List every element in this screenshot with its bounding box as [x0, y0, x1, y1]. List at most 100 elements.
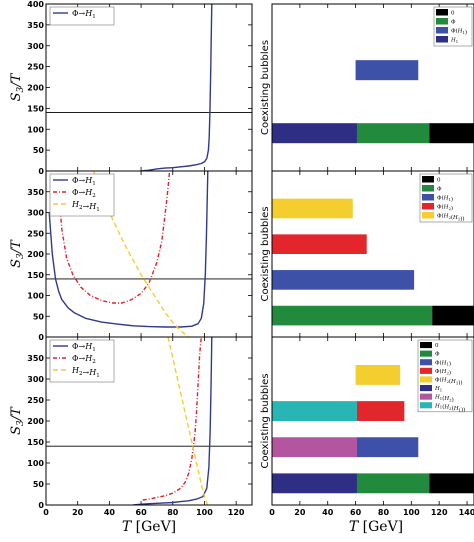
y-tick-label: 250 [27, 396, 44, 405]
y-tick-label: 50 [33, 480, 45, 489]
plot-frame [45, 336, 253, 506]
bar-segment [355, 365, 401, 385]
x-tick-label: 40 [322, 508, 334, 517]
legend: 0 Φ Φ(H1)Φ(H2)Φ(H2(H1)) [419, 173, 473, 223]
bar-segment [272, 401, 357, 421]
y-tick-label: 300 [27, 209, 44, 218]
legend-box [49, 6, 115, 26]
y-tick-label: 350 [27, 21, 44, 30]
y-tick-label: 200 [27, 417, 44, 426]
legend-label: H2→H1 [71, 200, 100, 213]
legend-label: H1(H2(H1)) [434, 403, 465, 413]
y-tick-label: 250 [27, 229, 44, 238]
series-line-1 [141, 4, 213, 171]
legend-swatch [422, 185, 434, 192]
bar-segment [272, 234, 367, 254]
x-tick-label: 80 [167, 508, 179, 517]
legend-label: H1 [450, 38, 458, 44]
legend-label: Φ [451, 20, 456, 26]
legend-swatch [422, 203, 434, 210]
bubble-panel-2: Coexisting bubbles 0 Φ Φ(H1)Φ(H2)Φ(H2(H1)) [260, 170, 474, 338]
legend-swatch [420, 385, 432, 392]
legend-swatch [422, 194, 434, 201]
legend-label: Φ→H2 [72, 188, 96, 199]
y-tick-label: 300 [27, 375, 44, 384]
legend-swatch [436, 18, 448, 25]
x-tick-label: 40 [104, 508, 116, 517]
x-tick-label: 120 [431, 508, 448, 517]
legend-swatch [422, 176, 434, 183]
y-tick-label: 150 [27, 438, 44, 447]
bar-segment [356, 123, 430, 144]
legend-label: Φ [435, 352, 440, 358]
bar-segment [272, 198, 353, 219]
legend-swatch [422, 212, 434, 219]
bar-segment [272, 473, 357, 494]
y-tick-label: 100 [27, 459, 44, 468]
bar-segment [429, 473, 474, 494]
series-line-1 [48, 171, 209, 328]
legend-label: Φ [437, 187, 442, 193]
x-axis-label: T [GeV] [122, 519, 176, 535]
legend-label: Φ(H1) [435, 359, 451, 367]
legend: 0 ΦΦ(H1)Φ(H2)Φ(H2(H1))H1 H1(H2)H1(H2(H1)) [417, 339, 473, 414]
bar-segment [355, 60, 419, 81]
bar-segment [356, 437, 419, 458]
series-line-3 [167, 337, 209, 505]
legend-swatch [420, 393, 432, 400]
legend-label: Φ→H2 [72, 354, 96, 365]
plot-frame [45, 3, 253, 172]
bar-segment [272, 270, 415, 290]
legend-label: Φ(H2) [435, 368, 451, 376]
legend-label: Φ(H1) [451, 28, 467, 36]
x-tick-label: 120 [228, 508, 245, 517]
bar-segment [272, 123, 357, 144]
y-tick-label: 50 [33, 312, 45, 321]
legend: Φ→H1 [49, 6, 115, 26]
series-line-2 [142, 337, 202, 501]
x-tick-label: 100 [403, 508, 420, 517]
y-axis-label: S3/T [9, 239, 26, 268]
y-tick-label: 300 [27, 42, 44, 51]
legend-swatch [420, 342, 432, 349]
bar-segment [272, 437, 357, 458]
x-tick-label: 0 [269, 508, 275, 517]
y-tick-label: 250 [27, 63, 44, 72]
bar-segment [356, 473, 430, 494]
y-tick-label: 200 [27, 84, 44, 93]
legend-label: Φ→H1 [72, 342, 96, 353]
x-tick-label: 100 [196, 508, 213, 517]
legend-swatch [436, 27, 448, 34]
legend-label: H1(H2) [434, 395, 454, 404]
bar-segment [432, 305, 474, 326]
legend-box [49, 339, 115, 383]
y-axis-label: S3/T [9, 72, 26, 101]
y-tick-label: 150 [27, 271, 44, 280]
legend-label: H2→H1 [71, 366, 100, 379]
y-tick-label: 150 [27, 104, 44, 113]
bar-segment [272, 305, 433, 326]
y-tick-label: 100 [27, 292, 44, 301]
legend-label: Φ(H2) [437, 204, 453, 212]
line-panel-3: 0 50 100 150 200 250 300 350 0 20 40 60 80 100 120 S3/T… [9, 336, 253, 535]
y-axis-label: Coexisting bubbles [260, 373, 271, 468]
x-tick-label: 0 [43, 508, 49, 517]
x-tick-label: 60 [350, 508, 362, 517]
legend-label: Φ(H2(H1)) [435, 377, 463, 387]
y-tick-label: 350 [27, 354, 44, 363]
y-tick-label: 0 [38, 167, 44, 176]
y-axis-label: Coexisting bubbles [260, 40, 271, 135]
y-axis-label: S3/T [9, 406, 26, 435]
legend-label: 0 [451, 11, 455, 17]
legend: 0 Φ Φ(H1) H1 [433, 6, 473, 47]
legend-swatch [420, 376, 432, 383]
legend-label: 0 [437, 178, 441, 184]
bar-segment [429, 123, 474, 144]
legend-label: Φ(H2(H1)) [437, 213, 465, 223]
legend-swatch [436, 9, 448, 16]
legend-label: Φ→H1 [72, 9, 96, 20]
